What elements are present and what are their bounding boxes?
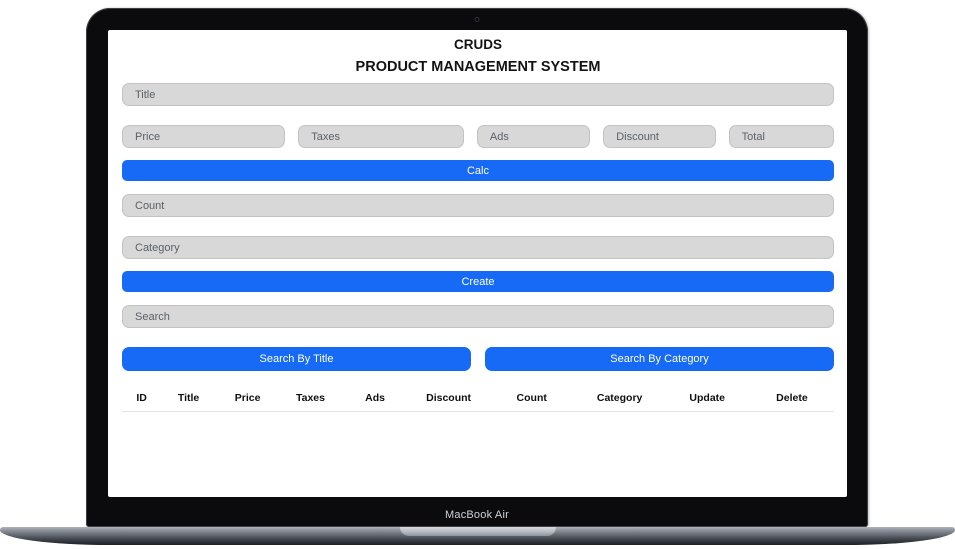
- calc-button[interactable]: Calc: [122, 160, 834, 181]
- taxes-input[interactable]: [298, 125, 464, 148]
- webcam-icon: [474, 17, 480, 22]
- app-title-line1: CRUDS: [453, 37, 502, 52]
- laptop-lid-notch: [399, 527, 556, 536]
- search-buttons-row: Search By Title Search By Category: [122, 347, 834, 371]
- col-header-ads: Ads: [365, 392, 385, 404]
- col-header-taxes: Taxes: [295, 392, 325, 404]
- app-content: CRUDS PRODUCT MANAGEMENT SYSTEM Calc: [108, 30, 847, 412]
- col-header-category: Category: [596, 392, 643, 404]
- price-input[interactable]: [122, 125, 286, 148]
- price-row: [122, 125, 835, 148]
- category-input[interactable]: [122, 236, 834, 259]
- search-by-title-button[interactable]: Search By Title: [122, 347, 471, 371]
- search-by-category-button[interactable]: Search By Category: [485, 347, 834, 371]
- page-title: CRUDS PRODUCT MANAGEMENT SYSTEM: [122, 37, 834, 75]
- title-input[interactable]: [122, 83, 834, 106]
- col-header-title: Title: [177, 392, 200, 404]
- col-header-count: Count: [516, 392, 547, 404]
- app-title-line2: PRODUCT MANAGEMENT SYSTEM: [355, 59, 601, 75]
- create-button[interactable]: Create: [122, 271, 834, 292]
- device-label: MacBook Air: [445, 509, 509, 521]
- products-table-header: ID Title Price Taxes Ads Discount Count …: [122, 392, 834, 412]
- laptop-screen: CRUDS PRODUCT MANAGEMENT SYSTEM Calc: [108, 30, 847, 497]
- col-header-discount: Discount: [426, 392, 472, 404]
- laptop-lid: CRUDS PRODUCT MANAGEMENT SYSTEM Calc: [86, 8, 868, 527]
- ads-input[interactable]: [476, 125, 591, 148]
- col-header-delete: Delete: [776, 392, 808, 404]
- total-input[interactable]: [728, 125, 835, 148]
- laptop-base: [0, 527, 955, 545]
- col-header-update: Update: [689, 392, 725, 404]
- search-input[interactable]: [122, 305, 834, 328]
- col-header-id: ID: [136, 392, 147, 404]
- col-header-price: Price: [234, 392, 261, 404]
- discount-input[interactable]: [603, 125, 716, 148]
- count-input[interactable]: [122, 194, 834, 217]
